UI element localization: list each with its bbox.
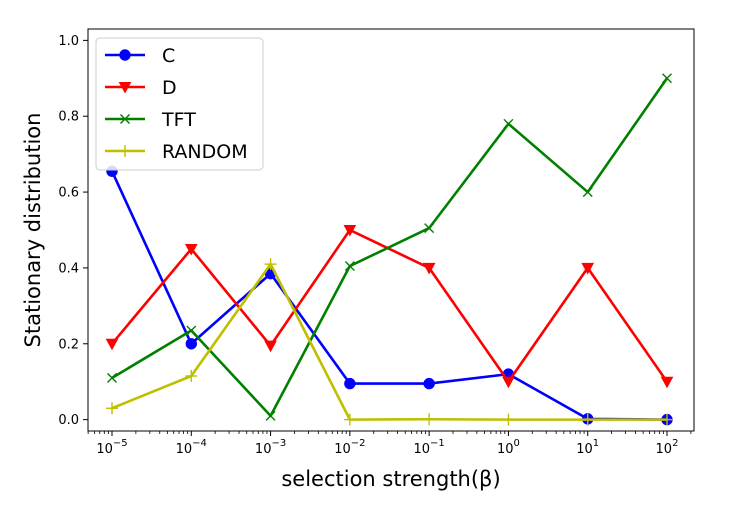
data-point-d [660, 376, 674, 389]
y-tick-label: 0.4 [58, 261, 79, 276]
x-tick-label: 10−1 [413, 438, 444, 457]
x-axis: 10−5 10−4 10−3 10−2 10−1 100 101 102 [87, 431, 692, 457]
legend-marker-c [119, 49, 131, 61]
series-layer [105, 73, 674, 426]
data-point-tft [424, 223, 435, 234]
legend-marker-tft [120, 114, 130, 124]
plot-frame [87, 28, 695, 432]
legend-entry-c: C [105, 45, 175, 67]
legend-marker-d [118, 82, 132, 94]
x-tick-label: 10−4 [176, 438, 207, 457]
y-tick-label: 1.0 [58, 34, 79, 49]
y-tick-label: 0.6 [58, 186, 79, 201]
series-line-d [111, 228, 669, 383]
legend-label: D [162, 77, 177, 99]
data-point-random [581, 413, 594, 426]
x-tick-label: 10−5 [96, 438, 127, 457]
data-point-random [106, 402, 118, 415]
x-axis-label: selection strength(β) [281, 467, 500, 491]
legend-label: TFT [161, 109, 196, 131]
series-c [106, 165, 673, 426]
plot-area [87, 28, 695, 432]
data-point-c [185, 338, 197, 350]
legend-entry-random: RANDOM [105, 141, 248, 163]
data-point-random [343, 413, 356, 426]
x-tick-label: 101 [576, 438, 599, 457]
data-point-d [184, 243, 198, 256]
series-line-tft [111, 77, 669, 418]
x-tick-label: 10−2 [334, 438, 365, 457]
series-tft [107, 73, 672, 421]
data-point-c [344, 377, 356, 390]
legend-entry-tft: TFT [105, 109, 196, 131]
data-point-random [185, 370, 198, 383]
legend-box [95, 37, 264, 171]
data-point-tft [503, 118, 514, 129]
data-point-tft [582, 187, 593, 198]
data-point-random [423, 413, 436, 426]
data-point-d [422, 262, 436, 275]
series-line-c [110, 170, 668, 421]
x-tick-label: 10−3 [255, 438, 286, 457]
legend: CD TFT RANDOM [95, 37, 264, 171]
data-point-c [423, 377, 435, 390]
y-axis: 0.0 0.2 0.4 0.6 0.8 1.0 [58, 34, 88, 428]
data-point-random [264, 258, 277, 271]
y-tick-label: 0.0 [58, 413, 79, 428]
data-point-d [502, 376, 515, 389]
data-point-d [581, 262, 595, 275]
legend-marker-random [119, 145, 131, 157]
y-tick-label: 0.2 [58, 337, 79, 352]
data-point-d [264, 340, 277, 353]
data-point-d [343, 225, 357, 237]
series-d [105, 225, 674, 389]
data-point-tft [662, 73, 672, 84]
data-point-random [661, 413, 673, 426]
x-tick-label: 102 [656, 438, 679, 457]
legend-label: C [162, 45, 175, 67]
data-point-tft [186, 325, 197, 336]
data-point-tft [107, 372, 117, 383]
x-tick-label: 100 [497, 438, 520, 457]
data-point-tft [344, 261, 355, 272]
data-point-d [105, 338, 119, 351]
legend-entry-d: D [105, 77, 177, 99]
data-point-tft [265, 410, 276, 421]
y-tick-label: 0.8 [58, 110, 79, 125]
y-axis-label: Stationary distribution [21, 113, 45, 348]
series-random [106, 258, 673, 426]
data-point-random [502, 413, 515, 426]
series-line-random [111, 262, 667, 421]
legend-label: RANDOM [162, 141, 248, 163]
